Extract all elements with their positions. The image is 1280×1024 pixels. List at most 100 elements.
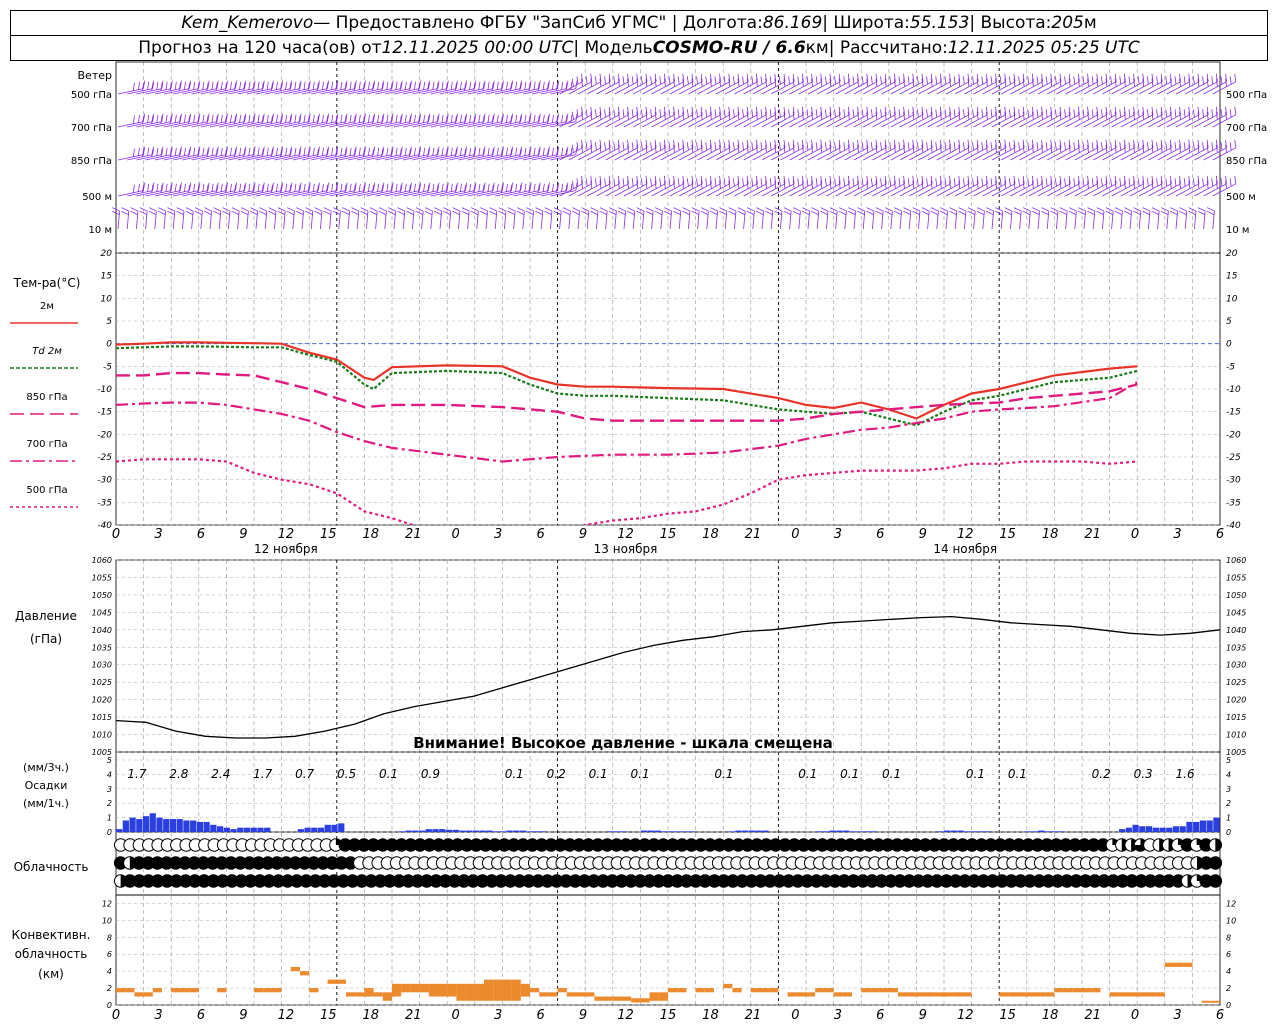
wind-barb (485, 88, 512, 95)
wind-barb-feather (362, 82, 365, 91)
temp-tick-right: -5 (1226, 362, 1235, 372)
wind-barb-feather (654, 111, 657, 120)
wind-barb-feather (188, 148, 191, 157)
wind-barb-feather (441, 114, 444, 123)
wind-barb (633, 183, 657, 197)
wind-barb-feather (1068, 73, 1071, 82)
wind-barb-feather (132, 184, 135, 193)
wind-barb (798, 211, 801, 230)
precip-bar (607, 831, 614, 832)
wind-barb-feather (1156, 76, 1158, 85)
pressure-tick-right: 1055 (1226, 573, 1246, 582)
wind-barb-feather (1036, 142, 1039, 151)
wind-barb (311, 154, 337, 161)
wind-barb (209, 88, 236, 95)
wind-barb (568, 147, 592, 161)
wind-barb (127, 154, 153, 161)
wind-barb (899, 114, 924, 128)
wind-barb-feather (443, 210, 451, 216)
wind-barb (587, 81, 611, 95)
wind-barb-feather (404, 183, 407, 192)
wind-barb (1019, 81, 1043, 95)
wind-barb (209, 154, 236, 161)
wind-barb-feather (783, 106, 786, 115)
wind-barb-feather (1146, 142, 1149, 151)
wind-barb-feather (211, 147, 214, 156)
altitude-unit: м (1083, 13, 1097, 33)
wind-barb-feather (962, 178, 965, 187)
wind-barb-feather (930, 210, 939, 216)
wind-barb-feather (193, 81, 196, 90)
wind-barb-feather (1179, 180, 1181, 189)
wind-barb (789, 183, 813, 197)
wind-barb-feather (930, 180, 933, 189)
wind-barb-feather (1151, 73, 1154, 82)
precip-tick-left: 5 (107, 756, 112, 765)
wind-barb-feather (551, 81, 554, 90)
wind-barb-feather (806, 142, 809, 151)
time-tick-bottom: 9 (919, 1008, 927, 1023)
wind-barb-feather (875, 175, 878, 184)
wind-barb-feather (866, 144, 869, 153)
wind-barb-feather (617, 106, 620, 115)
precip-bar (203, 821, 210, 832)
wind-barb (1203, 147, 1227, 161)
wind-barb-feather (547, 80, 550, 89)
wind-barb-feather (742, 178, 744, 187)
conv-bar (585, 992, 595, 997)
conv-bar (548, 992, 558, 997)
wind-barb-feather (981, 76, 984, 85)
wind-barb (559, 81, 583, 95)
precip-bar (977, 831, 984, 832)
wind-barb-feather (344, 148, 347, 157)
wind-barb-feather (765, 180, 767, 189)
wind-barb-feather (723, 76, 726, 85)
precip-bar (762, 830, 769, 832)
wind-barb (311, 121, 337, 128)
wind-barb-feather (599, 139, 602, 148)
wind-barb-feather (1013, 111, 1016, 120)
wind-barb-feather (1119, 109, 1122, 118)
wind-barb-feather (1004, 73, 1007, 82)
wind-barb-feather (464, 148, 467, 157)
wind-barb-feather (1018, 142, 1020, 151)
precip-bar (499, 831, 506, 832)
wind-barb-feather (406, 210, 414, 216)
wind-barb (522, 154, 549, 161)
wind-barb (734, 147, 758, 161)
precip-3h-label: 0.1 (589, 767, 608, 781)
wind-barb (596, 183, 620, 197)
wind-barb (844, 81, 868, 95)
wind-barb-feather (1142, 106, 1145, 115)
wind-barb-feather (520, 182, 523, 191)
wind-barb-feather (1192, 178, 1195, 187)
wind-barb-feather (1206, 78, 1209, 87)
wind-barb-feather (358, 183, 361, 192)
wind-barb-feather (409, 113, 412, 122)
precip-bar (1051, 831, 1058, 832)
time-tick: 9 (919, 527, 927, 542)
wind-barb-feather (765, 106, 767, 115)
temp-tick-right: -30 (1226, 476, 1241, 486)
wind-barb-feather (843, 178, 846, 187)
wind-barb-feather (898, 109, 901, 118)
time-tick: 3 (1173, 527, 1181, 542)
wind-barb-feather (962, 109, 965, 118)
wind-barb-feather (1124, 207, 1132, 212)
wind-barb-feather (700, 207, 709, 212)
wind-barb-feather (1229, 178, 1232, 187)
wind-barb (669, 114, 694, 128)
wind-barb (430, 211, 433, 230)
wind-barb-feather (631, 142, 634, 151)
time-tick-bottom: 12 (617, 1008, 634, 1023)
wind-level-label: 10 м (89, 225, 112, 236)
wind-barb-feather (1123, 180, 1126, 189)
precip-bar (432, 829, 439, 832)
wind-barb-feather (331, 81, 334, 90)
wind-barb-feather (520, 113, 523, 122)
wind-barb-feather (1105, 78, 1108, 87)
wind-barb (393, 190, 420, 197)
wind-barb-feather (650, 178, 652, 187)
wind-barb-feather (400, 146, 403, 155)
